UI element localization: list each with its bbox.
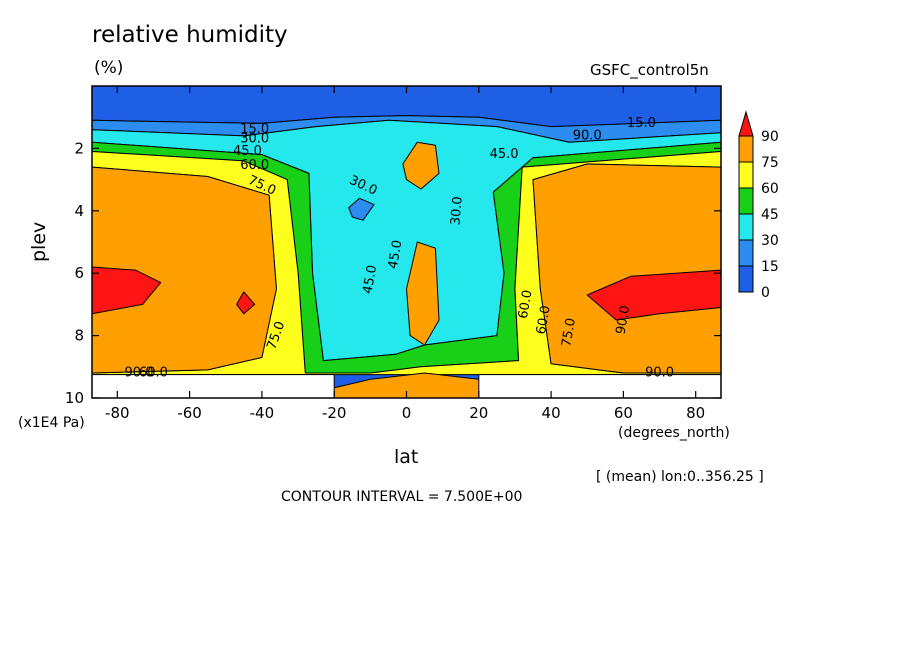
contour-fill-layer bbox=[91, 85, 722, 399]
x-units-label: (degrees_north) bbox=[618, 425, 730, 441]
colorbar-swatch bbox=[738, 265, 754, 293]
colorbar-label: 75 bbox=[761, 155, 779, 171]
colorbar: 0 15 30 45 60 75 90 bbox=[738, 110, 779, 301]
contour-band-8 bbox=[406, 241, 440, 346]
y-tick-label: 10 bbox=[65, 389, 84, 407]
x-tick-label: 20 bbox=[469, 404, 488, 422]
contour-label: 45.0 bbox=[386, 239, 406, 270]
contour-label: 60.0 bbox=[240, 158, 269, 173]
y-tick-label: 4 bbox=[74, 202, 84, 220]
x-tick-label: -40 bbox=[250, 404, 275, 422]
contour-label: 45.0 bbox=[233, 144, 262, 159]
contour-label: 90.0 bbox=[613, 304, 633, 335]
x-tick-label: 60 bbox=[614, 404, 633, 422]
colorbar-label: 45 bbox=[761, 207, 779, 223]
y-tick-label: 2 bbox=[74, 139, 84, 157]
contour-label: 15.0 bbox=[627, 116, 656, 131]
contour-label: 75.0 bbox=[559, 317, 579, 348]
contour-label: 60.0 bbox=[516, 289, 536, 320]
x-tick-label: 40 bbox=[542, 404, 561, 422]
contour-interval: CONTOUR INTERVAL = 7.500E+00 bbox=[281, 489, 523, 505]
contour-band-13 bbox=[348, 197, 375, 221]
colorbar-swatch bbox=[738, 135, 754, 163]
contour-label: 45.0 bbox=[490, 147, 519, 162]
contour-label-layer: 15.030.045.060.075.090.015.030.045.030.0… bbox=[125, 116, 675, 381]
contour-band-7 bbox=[402, 141, 440, 190]
contour-label: 90.0 bbox=[573, 128, 602, 143]
unit-label: (%) bbox=[94, 58, 124, 78]
colorbar-label: 15 bbox=[761, 259, 779, 275]
contour-label: 30.0 bbox=[448, 196, 465, 226]
colorbar-swatch bbox=[738, 187, 754, 215]
contour-band-12 bbox=[236, 291, 256, 315]
x-tick-label: -80 bbox=[105, 404, 130, 422]
colorbar-label: 60 bbox=[761, 181, 779, 197]
colorbar-arrow bbox=[738, 110, 754, 137]
colorbar-label: 90 bbox=[761, 129, 779, 145]
colorbar-label: 0 bbox=[761, 285, 770, 301]
y-axis-title: plev bbox=[28, 221, 50, 262]
contour-label: 90.0 bbox=[645, 366, 674, 381]
y-tick-label: 6 bbox=[74, 264, 84, 282]
x-tick-label: -60 bbox=[177, 404, 202, 422]
y-tick-label: 8 bbox=[74, 327, 84, 345]
run-name: GSFC_control5n bbox=[590, 61, 709, 79]
contour-label: 15.0 bbox=[240, 122, 269, 137]
masked-region-1 bbox=[478, 374, 722, 399]
colorbar-label: 30 bbox=[761, 233, 779, 249]
y-scale-label: (x1E4 Pa) bbox=[18, 415, 85, 431]
mean-note: [ (mean) lon:0..356.25 ] bbox=[596, 469, 764, 485]
x-tick-label: 80 bbox=[686, 404, 705, 422]
x-axis-title: lat bbox=[394, 446, 419, 468]
contour-label: 45.0 bbox=[360, 264, 380, 295]
axis-ticks: -80 -60 -40 -20 0 20 40 60 80 2 4 6 8 10 bbox=[65, 86, 721, 422]
colorbar-swatch bbox=[738, 239, 754, 267]
contour-label: 30.0 bbox=[240, 132, 269, 147]
contour-label: 60.0 bbox=[139, 366, 168, 381]
colorbar-swatch bbox=[738, 213, 754, 241]
contour-band-6 bbox=[532, 163, 722, 374]
contour-band-5 bbox=[91, 166, 277, 374]
x-tick-label: -20 bbox=[322, 404, 347, 422]
x-tick-label: 0 bbox=[402, 404, 412, 422]
colorbar-swatch bbox=[738, 161, 754, 189]
chart-title: relative humidity bbox=[92, 22, 288, 48]
contour-label: 60.0 bbox=[534, 304, 554, 335]
contour-label: 90.0 bbox=[125, 366, 154, 381]
